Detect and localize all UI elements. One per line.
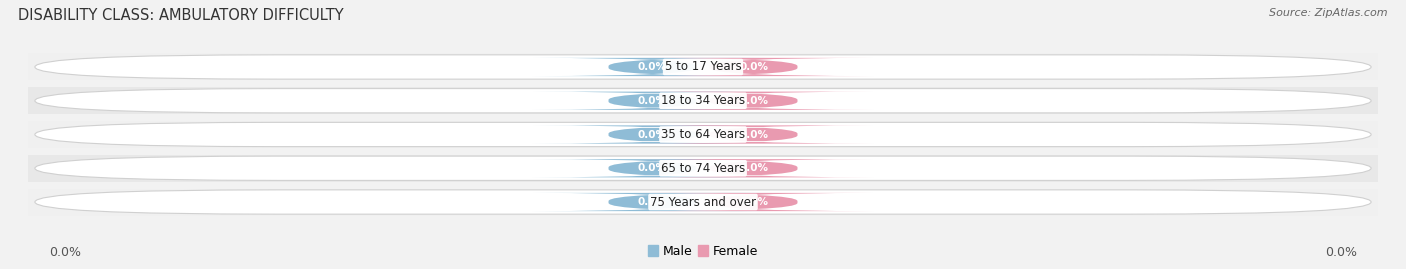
- FancyBboxPatch shape: [634, 159, 873, 177]
- Text: 0.0%: 0.0%: [740, 96, 768, 106]
- FancyBboxPatch shape: [14, 54, 1392, 80]
- Text: 0.0%: 0.0%: [740, 163, 768, 173]
- Text: Source: ZipAtlas.com: Source: ZipAtlas.com: [1270, 8, 1388, 18]
- FancyBboxPatch shape: [533, 92, 772, 110]
- FancyBboxPatch shape: [35, 89, 1371, 113]
- FancyBboxPatch shape: [35, 122, 1371, 147]
- FancyBboxPatch shape: [14, 189, 1392, 215]
- Text: 75 Years and over: 75 Years and over: [650, 196, 756, 208]
- Text: 5 to 17 Years: 5 to 17 Years: [665, 61, 741, 73]
- FancyBboxPatch shape: [14, 87, 1392, 114]
- Text: 65 to 74 Years: 65 to 74 Years: [661, 162, 745, 175]
- Text: 35 to 64 Years: 35 to 64 Years: [661, 128, 745, 141]
- FancyBboxPatch shape: [35, 55, 1371, 79]
- FancyBboxPatch shape: [35, 156, 1371, 180]
- Text: 18 to 34 Years: 18 to 34 Years: [661, 94, 745, 107]
- FancyBboxPatch shape: [533, 125, 772, 144]
- Text: 0.0%: 0.0%: [638, 129, 666, 140]
- Text: 0.0%: 0.0%: [740, 129, 768, 140]
- FancyBboxPatch shape: [14, 121, 1392, 148]
- Text: 0.0%: 0.0%: [638, 197, 666, 207]
- FancyBboxPatch shape: [533, 58, 772, 76]
- FancyBboxPatch shape: [634, 193, 873, 211]
- Text: 0.0%: 0.0%: [638, 62, 666, 72]
- Text: 0.0%: 0.0%: [740, 62, 768, 72]
- FancyBboxPatch shape: [14, 155, 1392, 182]
- FancyBboxPatch shape: [533, 193, 772, 211]
- Text: 0.0%: 0.0%: [49, 246, 82, 259]
- Legend: Male, Female: Male, Female: [643, 239, 763, 263]
- FancyBboxPatch shape: [533, 159, 772, 177]
- Text: DISABILITY CLASS: AMBULATORY DIFFICULTY: DISABILITY CLASS: AMBULATORY DIFFICULTY: [18, 8, 344, 23]
- Text: 0.0%: 0.0%: [1324, 246, 1357, 259]
- FancyBboxPatch shape: [634, 92, 873, 110]
- Text: 0.0%: 0.0%: [638, 96, 666, 106]
- Text: 0.0%: 0.0%: [638, 163, 666, 173]
- FancyBboxPatch shape: [35, 190, 1371, 214]
- FancyBboxPatch shape: [634, 58, 873, 76]
- FancyBboxPatch shape: [634, 125, 873, 144]
- Text: 0.0%: 0.0%: [740, 197, 768, 207]
